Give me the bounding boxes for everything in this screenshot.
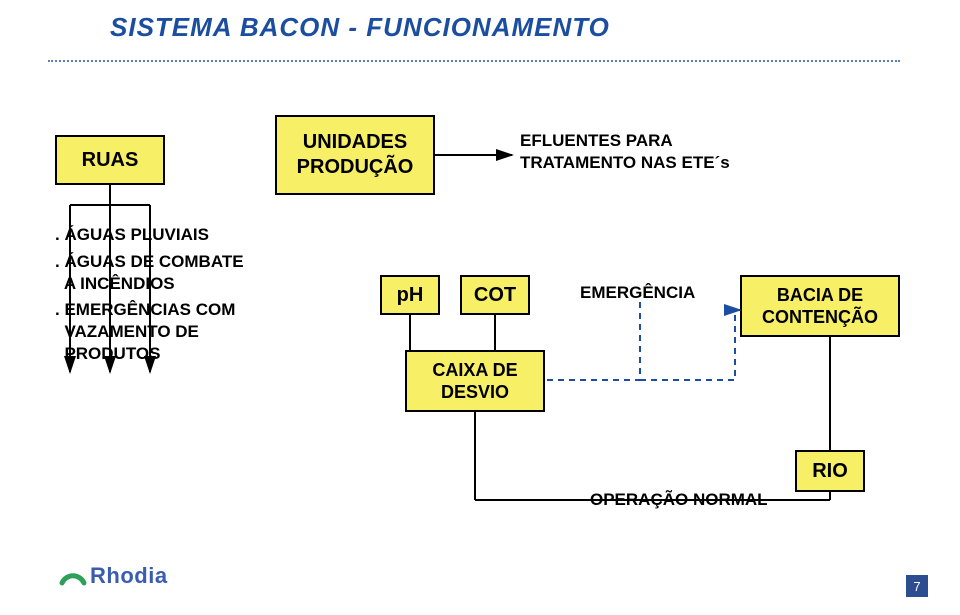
label-efluentes: EFLUENTES PARA TRATAMENTO NAS ETE´s bbox=[520, 130, 730, 174]
box-caixa-label: CAIXA DE DESVIO bbox=[411, 359, 539, 404]
box-cot: COT bbox=[460, 275, 530, 315]
label-emerg-1: . EMERGÊNCIAS COM bbox=[55, 300, 235, 320]
box-bacia: BACIA DE CONTENÇÃO bbox=[740, 275, 900, 337]
logo-arc-icon bbox=[58, 561, 88, 591]
box-cot-label: COT bbox=[474, 284, 516, 307]
logo-text: Rhodia bbox=[90, 563, 168, 589]
box-unidades: UNIDADES PRODUÇÃO bbox=[275, 115, 435, 195]
title-underline bbox=[48, 60, 900, 62]
page-number: 7 bbox=[906, 575, 928, 597]
slide-title: SISTEMA BACON - FUNCIONAMENTO bbox=[110, 12, 610, 43]
label-aguas-pluviais: . ÁGUAS PLUVIAIS bbox=[55, 225, 209, 245]
edge-emergencia-dashed-right bbox=[640, 310, 735, 380]
label-combate-1: . ÁGUAS DE COMBATE bbox=[55, 252, 244, 272]
box-ruas-label: RUAS bbox=[82, 149, 139, 172]
box-ph: pH bbox=[380, 275, 440, 315]
label-emerg-3: PRODUTOS bbox=[55, 344, 160, 364]
box-ruas: RUAS bbox=[55, 135, 165, 185]
box-rio-label: RIO bbox=[812, 460, 848, 483]
box-bacia-label: BACIA DE CONTENÇÃO bbox=[746, 284, 894, 329]
edge-emergencia-dashed bbox=[545, 302, 640, 380]
label-combate-2: A INCÊNDIOS bbox=[55, 274, 175, 294]
label-emergencia: EMERGÊNCIA bbox=[580, 283, 695, 303]
label-efluentes-l2: TRATAMENTO NAS ETE´s bbox=[520, 152, 730, 174]
logo: Rhodia bbox=[58, 561, 168, 591]
label-operacao-normal: OPERAÇÃO NORMAL bbox=[590, 490, 768, 510]
box-ph-label: pH bbox=[397, 284, 424, 307]
box-rio: RIO bbox=[795, 450, 865, 492]
label-emerg-2: VAZAMENTO DE bbox=[55, 322, 199, 342]
label-efluentes-l1: EFLUENTES PARA bbox=[520, 130, 730, 152]
box-unidades-label: UNIDADES PRODUÇÃO bbox=[281, 130, 429, 180]
box-caixa: CAIXA DE DESVIO bbox=[405, 350, 545, 412]
